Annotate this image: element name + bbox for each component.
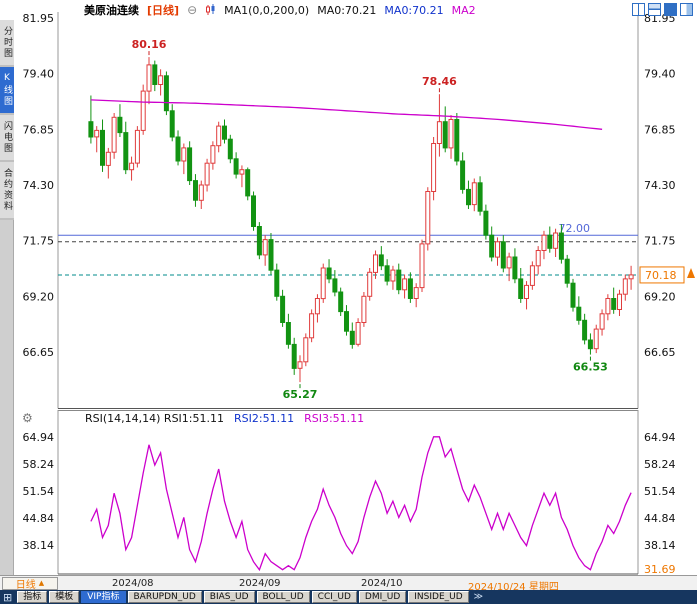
- symbol-name[interactable]: 美原油连续: [84, 4, 139, 17]
- axis-label-month-2: 2024/09: [239, 578, 281, 589]
- candles: [88, 57, 634, 383]
- rsi-tick-left: 38.14: [23, 539, 55, 552]
- more-tabs-icon[interactable]: ≫: [473, 592, 484, 602]
- y-tick-right: 79.40: [644, 68, 676, 81]
- tab-cci-ud[interactable]: CCI_UD: [311, 591, 357, 603]
- chart-type-sidebar: 分时图 K线图 闪电图 合约资料: [0, 20, 14, 575]
- sidebar-item-kline-chart[interactable]: K线图: [0, 67, 14, 115]
- tab-dmi-ud[interactable]: DMI_UD: [358, 591, 407, 603]
- last-price-box: [639, 266, 685, 284]
- tab-bias-ud[interactable]: BIAS_UD: [203, 591, 255, 603]
- period-tag: [日线]: [147, 4, 180, 17]
- time-axis: 日线 ▲ 2024/08 2024/09 2024/10 2024/10/24 …: [0, 575, 697, 593]
- last-price-label: 70.18: [645, 269, 677, 282]
- tab-indicator[interactable]: 指标: [17, 591, 48, 603]
- rsi-tick-right: 64.94: [644, 431, 676, 444]
- y-tick-left: 79.40: [23, 68, 55, 81]
- tab-boll-ud[interactable]: BOLL_UD: [256, 591, 310, 603]
- rsi-tick-right: 51.54: [644, 485, 676, 498]
- rsi-line: [90, 436, 632, 572]
- rsi-header: RSI(14,14,14) RSI1:51.11 RSI2:51.11 RSI3…: [85, 412, 364, 425]
- chart-header: 美原油连续 [日线] ⊖ MA1(0,0,200,0) MA0:70.21 MA…: [84, 2, 476, 18]
- sidebar-item-time-chart[interactable]: 分时图: [0, 20, 14, 67]
- price-arrow-icon: [687, 267, 695, 278]
- axis-label-month-3: 2024/10: [361, 578, 403, 589]
- rsi-min-label: 31.69: [644, 563, 676, 576]
- rsi-tick-right: 58.24: [644, 458, 676, 471]
- tab-template[interactable]: 模板: [49, 591, 80, 603]
- y-tick-right: 76.85: [644, 123, 676, 136]
- layout-icon-group: [632, 3, 693, 16]
- y-tick-left: 69.20: [23, 290, 55, 303]
- rsi-tick-left: 58.24: [23, 458, 55, 471]
- y-tick-right: 69.20: [644, 290, 676, 303]
- layout-icon-split-horizontal[interactable]: [648, 3, 661, 16]
- annotation-label: 78.46: [422, 75, 457, 88]
- y-tick-left: 74.30: [23, 179, 55, 192]
- sidebar-item-flash-chart[interactable]: 闪电图: [0, 115, 14, 162]
- rsi3-label: RSI3:51.11: [304, 412, 365, 425]
- annotation-label: 66.53: [573, 361, 608, 374]
- rsi-indicator-chart[interactable]: 64.94 64.94 58.24 58.24 51.54 51.54 44.84 44.84…: [14, 410, 697, 576]
- gear-icon[interactable]: ⚙: [22, 411, 33, 425]
- cursor-date-label: 2024/10/24 星期四: [468, 582, 559, 593]
- y-tick-left: 76.85: [23, 123, 55, 136]
- grid-icon[interactable]: ⊞: [3, 590, 13, 604]
- layout-icon-single-active[interactable]: [664, 3, 677, 16]
- rsi-tick-right: 44.84: [644, 512, 676, 525]
- y-tick-right: 74.30: [644, 179, 676, 192]
- y-tick-right: 71.75: [644, 235, 676, 248]
- rsi-tick-left: 44.84: [23, 512, 55, 525]
- indicator-tab-bar: ⊞ 指标 模板 VIP指标 BARUPDN_UD BIAS_UD BOLL_UD…: [0, 590, 697, 604]
- axis-label-month-1: 2024/08: [112, 578, 154, 589]
- y-tick-right: 66.65: [644, 346, 676, 359]
- ma0-value-black: MA0:70.21: [317, 3, 377, 17]
- rsi-tick-left: 64.94: [23, 431, 55, 444]
- period-label: 日线: [15, 580, 36, 591]
- layout-icon-split-vertical[interactable]: [632, 3, 645, 16]
- period-dropdown[interactable]: 日线 ▲: [2, 577, 58, 591]
- layout-icon-split-right[interactable]: [680, 3, 693, 16]
- kline-settings-icon[interactable]: [205, 4, 216, 16]
- y-tick-left: 66.65: [23, 346, 55, 359]
- minus-circle-icon[interactable]: ⊖: [187, 3, 198, 17]
- ma2-label: MA2: [451, 3, 476, 17]
- rsi-tick-left: 51.54: [23, 485, 55, 498]
- ma-line: [90, 99, 603, 130]
- y-tick-left: 81.95: [23, 12, 55, 25]
- level-line-label: 72.00: [559, 222, 591, 235]
- ma-settings-label: MA1(0,0,200,0): [224, 3, 310, 17]
- rsi-tick-right: 38.14: [644, 539, 676, 552]
- ma0-value-blue: MA0:70.21: [384, 3, 444, 17]
- sidebar-item-contract-info[interactable]: 合约资料: [0, 162, 14, 220]
- y-tick-left: 71.75: [23, 235, 55, 248]
- annotation-label: 65.27: [283, 388, 318, 401]
- tab-vip-indicator[interactable]: VIP指标: [81, 591, 126, 603]
- annotation-label: 80.16: [132, 38, 167, 51]
- tab-inside-ud[interactable]: INSIDE_UD: [408, 591, 469, 603]
- triangle-up-icon: ▲: [38, 579, 45, 587]
- rsi2-label: RSI2:51.11: [234, 412, 295, 425]
- rsi-main-label: RSI(14,14,14) RSI1:51.11: [85, 412, 224, 425]
- tab-barupdn-ud[interactable]: BARUPDN_UD: [127, 591, 202, 603]
